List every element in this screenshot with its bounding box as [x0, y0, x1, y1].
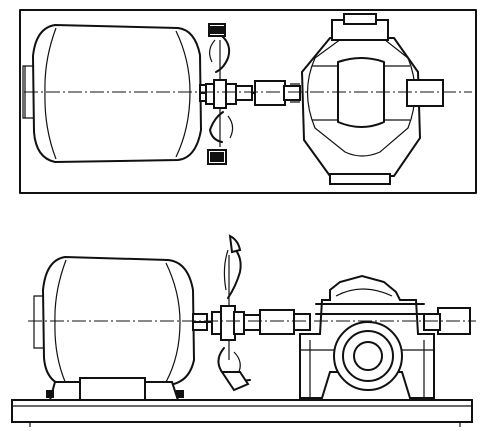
- pump-side-view: [259, 274, 471, 399]
- coupling-top-view: [205, 23, 253, 165]
- hand-lower: [217, 347, 251, 392]
- side-view-panel: [11, 234, 476, 427]
- hand-upper: [223, 234, 242, 299]
- dial-indicator-lower: [207, 111, 234, 165]
- motor-side-view: [33, 255, 208, 401]
- motor-top-view: [22, 23, 215, 164]
- dial-indicator-upper: [208, 23, 231, 73]
- top-view-frame: [19, 9, 477, 194]
- top-view-panel: [19, 9, 477, 194]
- pump-top-view: [254, 13, 444, 185]
- base-plate: [11, 399, 473, 427]
- coupling-side-view: [211, 234, 261, 392]
